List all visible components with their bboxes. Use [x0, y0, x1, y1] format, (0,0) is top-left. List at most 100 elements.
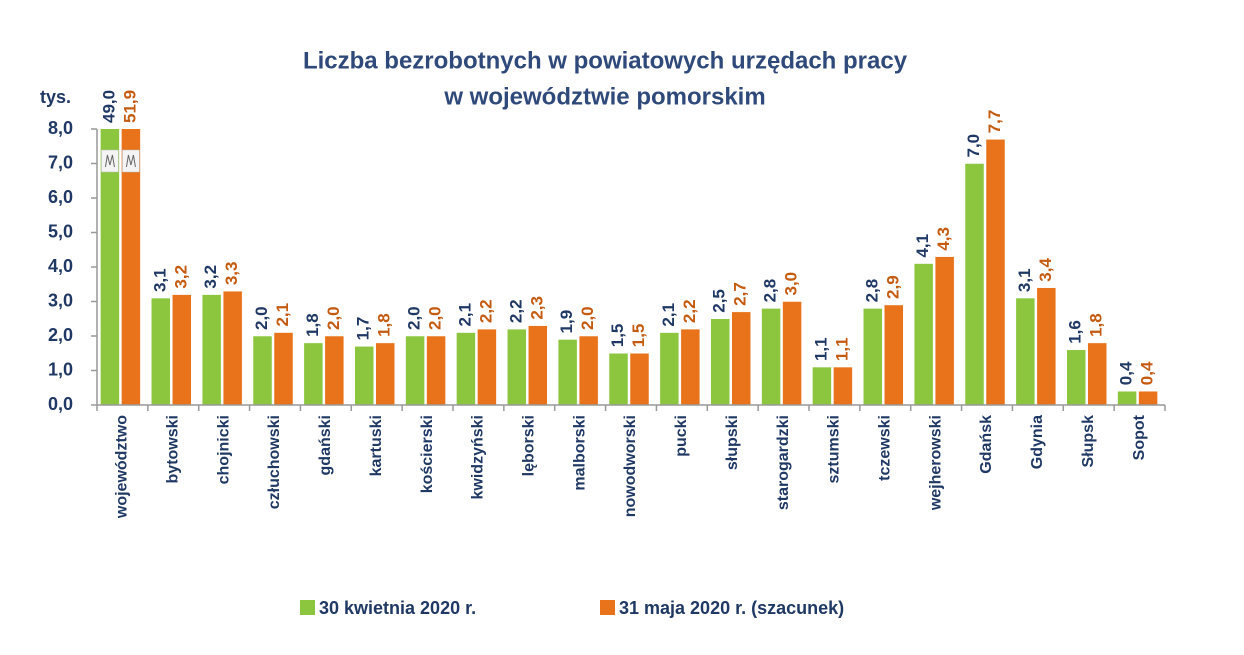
data-label: 2,8 — [761, 279, 780, 303]
data-label: 2,3 — [527, 296, 546, 320]
x-tick-label: chojnicki — [215, 415, 232, 484]
legend-label: 31 maja 2020 r. (szacunek) — [619, 598, 844, 618]
bar — [151, 297, 171, 405]
data-label: 2,5 — [710, 289, 729, 313]
x-tick-label: lęborski — [521, 415, 538, 476]
bar — [812, 366, 832, 405]
x-tick-label: kwidzyński — [470, 415, 487, 499]
data-label: 3,4 — [1036, 258, 1055, 282]
data-label: 3,2 — [171, 265, 190, 289]
bar — [375, 342, 395, 405]
data-label: 4,3 — [934, 227, 953, 251]
data-label: 1,8 — [1087, 313, 1106, 337]
data-label: 3,2 — [201, 265, 220, 289]
x-tick-label: nowodworski — [622, 415, 639, 517]
data-label: 2,8 — [862, 279, 881, 303]
bar — [884, 304, 904, 405]
bar — [1138, 390, 1158, 405]
bar — [100, 129, 120, 405]
data-label: 1,6 — [1066, 320, 1085, 344]
x-tick-label: malborski — [571, 415, 588, 491]
y-tick-label: 0,0 — [48, 394, 73, 414]
bar — [1087, 342, 1107, 405]
data-label: 1,8 — [303, 313, 322, 337]
data-label: 7,7 — [985, 110, 1004, 134]
x-tick-label: województwo — [114, 415, 131, 519]
data-label: 2,1 — [455, 303, 474, 327]
data-label: 1,1 — [811, 337, 830, 361]
data-label: 1,8 — [375, 313, 394, 337]
y-tick-label: 7,0 — [48, 152, 73, 172]
data-label: 1,5 — [608, 324, 627, 348]
bar — [1015, 297, 1036, 405]
bar — [659, 332, 680, 405]
x-tick-label: bytowski — [165, 415, 182, 483]
data-label: 3,3 — [222, 262, 241, 286]
x-tick-label: Gdynia — [1029, 415, 1046, 469]
data-label: 0,4 — [1117, 361, 1136, 385]
axis-break — [125, 154, 136, 168]
bar — [578, 335, 599, 405]
x-tick-label: pucki — [673, 415, 690, 457]
bar — [507, 328, 527, 405]
bar — [354, 346, 374, 405]
data-label: 1,7 — [354, 317, 373, 341]
y-tick-label: 3,0 — [48, 290, 73, 310]
bar — [303, 342, 324, 405]
chart-title: Liczba bezrobotnych w powiatowych urzęda… — [303, 47, 908, 74]
y-tick-label: 8,0 — [48, 118, 73, 138]
bar — [710, 318, 730, 405]
bar — [1066, 349, 1086, 405]
axis-break — [104, 154, 115, 168]
bar — [121, 129, 141, 405]
data-label: 2,7 — [731, 282, 750, 306]
data-label: 3,1 — [150, 268, 169, 292]
y-axis-label: tys. — [40, 87, 71, 107]
x-tick-label: słupski — [724, 415, 741, 470]
data-label: 3,0 — [782, 272, 801, 296]
bar — [985, 139, 1006, 405]
y-tick-label: 6,0 — [48, 187, 73, 207]
bar — [324, 335, 345, 405]
x-tick-label: wejherowski — [927, 415, 944, 511]
data-label: 1,9 — [557, 310, 576, 334]
bar — [1117, 390, 1137, 405]
bar — [172, 294, 192, 405]
data-label: 2,1 — [273, 303, 292, 327]
x-tick-label: sztumski — [826, 415, 843, 483]
bar — [456, 332, 476, 405]
x-tick-label: tczewski — [877, 415, 894, 481]
x-tick-label: kościerski — [419, 415, 436, 493]
data-label: 7,0 — [964, 134, 983, 158]
data-label: 1,5 — [629, 324, 648, 348]
data-label: 3,1 — [1015, 268, 1034, 292]
bar — [964, 163, 985, 405]
bar — [426, 335, 446, 405]
x-tick-label: człuchowski — [266, 415, 283, 509]
x-tick-label: Gdańsk — [978, 415, 995, 474]
x-tick-label: kartuski — [368, 415, 385, 476]
y-tick-label: 5,0 — [48, 221, 73, 241]
bar — [680, 328, 701, 405]
bar — [477, 328, 497, 405]
bar — [761, 308, 781, 405]
legend-swatch — [300, 600, 315, 615]
axis-break — [101, 149, 119, 173]
bar — [222, 290, 243, 405]
bar — [528, 325, 548, 405]
data-label: 2,2 — [476, 299, 495, 323]
x-tick-label: Słupsk — [1080, 415, 1097, 468]
legend-swatch — [600, 600, 615, 615]
data-label: 1,1 — [832, 337, 851, 361]
data-label: 2,0 — [426, 306, 445, 330]
bar — [782, 301, 802, 405]
bar — [252, 335, 273, 405]
data-label: 2,0 — [578, 306, 597, 330]
bar — [731, 311, 751, 405]
data-label: 49,0 — [99, 90, 118, 123]
bar — [201, 294, 222, 405]
bar — [913, 263, 934, 405]
y-tick-label: 1,0 — [48, 359, 73, 379]
legend-label: 30 kwietnia 2020 r. — [319, 598, 476, 618]
plot-area — [100, 129, 1158, 405]
